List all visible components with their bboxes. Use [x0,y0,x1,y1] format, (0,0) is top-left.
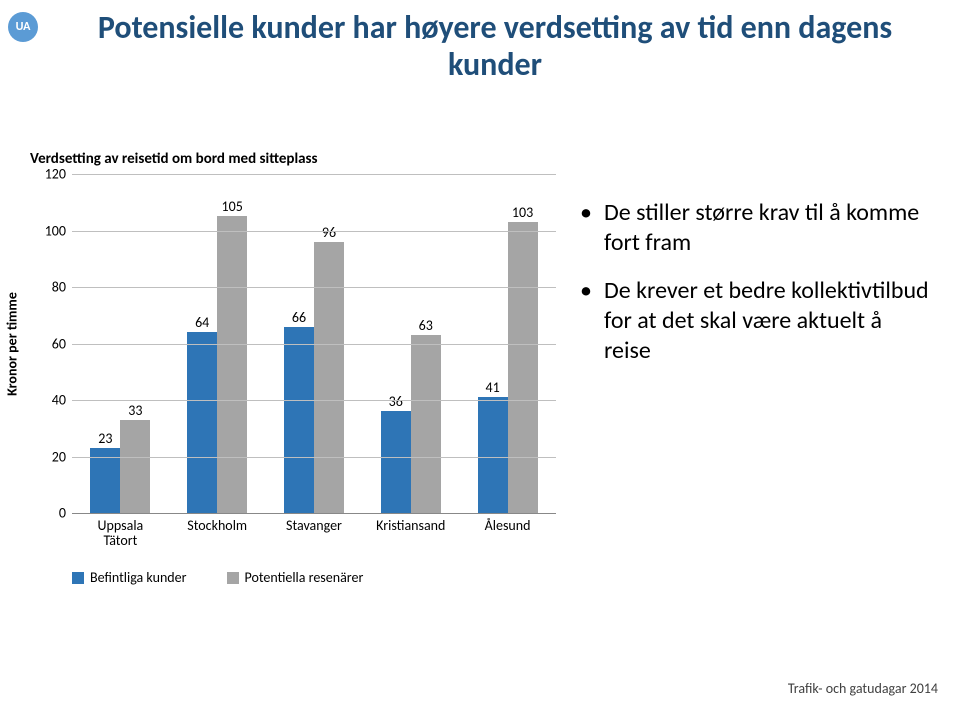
chart-gridline [72,344,556,345]
y-tick-label: 0 [59,505,72,522]
ua-badge-text: UA [16,20,31,34]
slide-title: Potensielle kunder har høyere verdsettin… [60,10,930,84]
y-tick-label: 60 [52,335,72,352]
bar-value-label: 103 [512,204,533,221]
legend-label: Potentiella resenärer [245,569,364,586]
bar-value-label: 33 [128,402,142,419]
chart-bar: 36 [381,411,411,513]
legend-label: Befintliga kunder [90,569,187,586]
bullet-list: De stiller større krav til å komme fort … [580,198,930,384]
chart-bar: 105 [217,216,247,513]
chart-bar: 33 [120,420,150,513]
y-axis-label: Kronor per timme [4,292,21,396]
bullet-item: De stiller større krav til å komme fort … [580,198,930,258]
chart-gridline [72,231,556,232]
chart-bar: 41 [478,397,508,513]
chart-plot: 2333641056696366341103 020406080100120 [72,174,556,514]
y-tick-label: 20 [52,448,72,465]
bar-value-label: 64 [195,314,209,331]
y-tick-label: 40 [52,392,72,409]
bullet-item: De krever et bedre kollektivtilbud for a… [580,276,930,366]
bar-value-label: 36 [389,393,403,410]
legend-swatch [227,572,239,584]
chart-bar: 23 [90,448,120,513]
chart-bar: 64 [187,332,217,513]
chart-bar: 96 [314,242,344,513]
bar-value-label: 66 [292,309,306,326]
chart-legend: Befintliga kunder Potentiella resenärer [72,527,556,586]
chart: Verdsetting av reisetid om bord med sitt… [30,150,560,590]
bar-value-label: 63 [419,317,433,334]
chart-bar: 103 [508,222,538,513]
chart-gridline [72,174,556,175]
chart-gridline [72,400,556,401]
chart-gridline [72,287,556,288]
y-tick-label: 120 [45,166,72,183]
y-tick-label: 100 [45,222,72,239]
footer-text: Trafik- och gatudagar 2014 [788,680,938,697]
bar-value-label: 41 [485,379,499,396]
chart-bar: 66 [284,327,314,513]
chart-bar: 63 [411,335,441,513]
y-tick-label: 80 [52,279,72,296]
bar-value-label: 23 [98,430,112,447]
legend-item: Potentiella resenärer [227,569,364,586]
bar-value-label: 105 [222,198,243,215]
legend-swatch [72,572,84,584]
chart-gridline [72,457,556,458]
chart-title: Verdsetting av reisetid om bord med sitt… [30,150,560,168]
legend-item: Befintliga kunder [72,569,187,586]
chart-plot-wrap: Kronor per timme 2333641056696366341103 … [30,174,560,514]
ua-badge: UA [8,12,38,42]
bar-value-label: 96 [322,224,336,241]
